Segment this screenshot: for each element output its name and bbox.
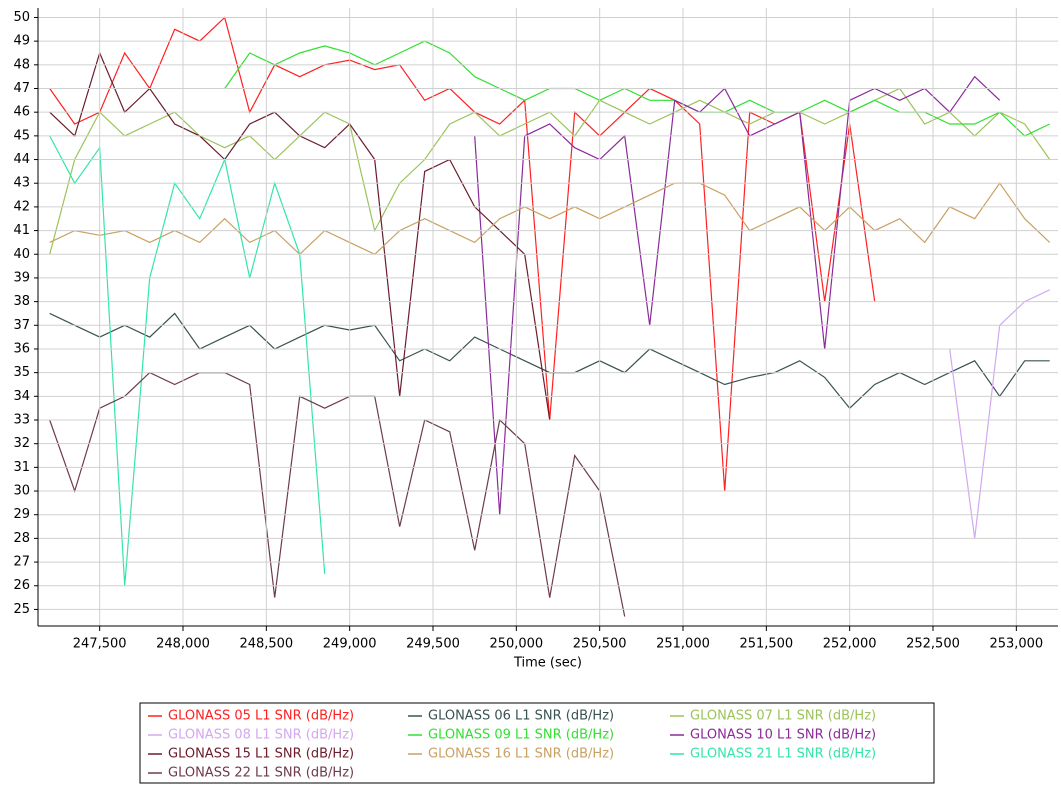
series-line	[49, 371, 626, 617]
y-tick-label: 42	[13, 199, 30, 214]
x-axis-title: Time (sec)	[513, 656, 582, 671]
x-tick-label: 247,500	[73, 637, 127, 652]
x-tick-label: 252,500	[906, 637, 960, 652]
x-tick-label: 249,000	[323, 637, 377, 652]
y-tick-label: 33	[13, 413, 30, 428]
x-tick-label: 248,500	[239, 637, 293, 652]
legend-label: GLONASS 09 L1 SNR (dB/Hz)	[428, 728, 614, 743]
y-tick-label: 50	[13, 10, 30, 25]
y-tick-label: 38	[13, 294, 30, 309]
y-tick-label: 35	[13, 365, 30, 380]
legend-box	[139, 702, 935, 784]
y-tick-label: 40	[13, 247, 30, 262]
y-tick-label: 36	[13, 341, 30, 356]
y-tick-label: 25	[13, 602, 30, 617]
y-tick-label: 30	[13, 484, 30, 499]
y-tick-label: 39	[13, 270, 30, 285]
y-tick-label: 41	[13, 223, 30, 238]
y-tick-label: 31	[13, 460, 30, 475]
x-tick-label: 253,000	[989, 637, 1043, 652]
y-tick-label: 26	[13, 578, 30, 593]
legend-label: GLONASS 07 L1 SNR (dB/Hz)	[690, 709, 876, 724]
y-tick-label: 45	[13, 128, 30, 143]
legend-label: GLONASS 08 L1 SNR (dB/Hz)	[168, 728, 354, 743]
series-line	[49, 51, 551, 421]
y-tick-label: 32	[13, 436, 30, 451]
series-line	[49, 87, 1051, 255]
legend-label: GLONASS 22 L1 SNR (dB/Hz)	[168, 766, 354, 781]
legend-label: GLONASS 05 L1 SNR (dB/Hz)	[168, 709, 354, 724]
y-tick-label: 29	[13, 507, 30, 522]
legend-label: GLONASS 16 L1 SNR (dB/Hz)	[428, 747, 614, 762]
y-tick-label: 48	[13, 57, 30, 72]
series-line	[49, 182, 1051, 256]
x-tick-label: 251,500	[739, 637, 793, 652]
series-line	[49, 135, 326, 586]
x-tick-label: 249,500	[406, 637, 460, 652]
x-tick-label: 252,000	[823, 637, 877, 652]
y-tick-label: 27	[13, 555, 30, 570]
legend-label: GLONASS 15 L1 SNR (dB/Hz)	[168, 747, 354, 762]
legend-label: GLONASS 10 L1 SNR (dB/Hz)	[690, 728, 876, 743]
y-tick-label: 43	[13, 176, 30, 191]
y-tick-label: 28	[13, 531, 30, 546]
x-tick-label: 248,000	[156, 637, 210, 652]
y-tick-label: 37	[13, 318, 30, 333]
x-tick-label: 251,000	[656, 637, 710, 652]
y-tick-label: 46	[13, 105, 30, 120]
series-line	[49, 312, 1050, 410]
y-tick-label: 47	[13, 81, 30, 96]
legend-label: GLONASS 21 L1 SNR (dB/Hz)	[690, 747, 876, 762]
series-line	[949, 289, 1050, 539]
x-tick-label: 250,000	[489, 637, 543, 652]
y-tick-label: 44	[13, 152, 30, 167]
y-tick-label: 49	[13, 34, 30, 49]
legend-label: GLONASS 06 L1 SNR (dB/Hz)	[428, 709, 614, 724]
y-tick-label: 34	[13, 389, 30, 404]
x-tick-label: 250,500	[573, 637, 627, 652]
